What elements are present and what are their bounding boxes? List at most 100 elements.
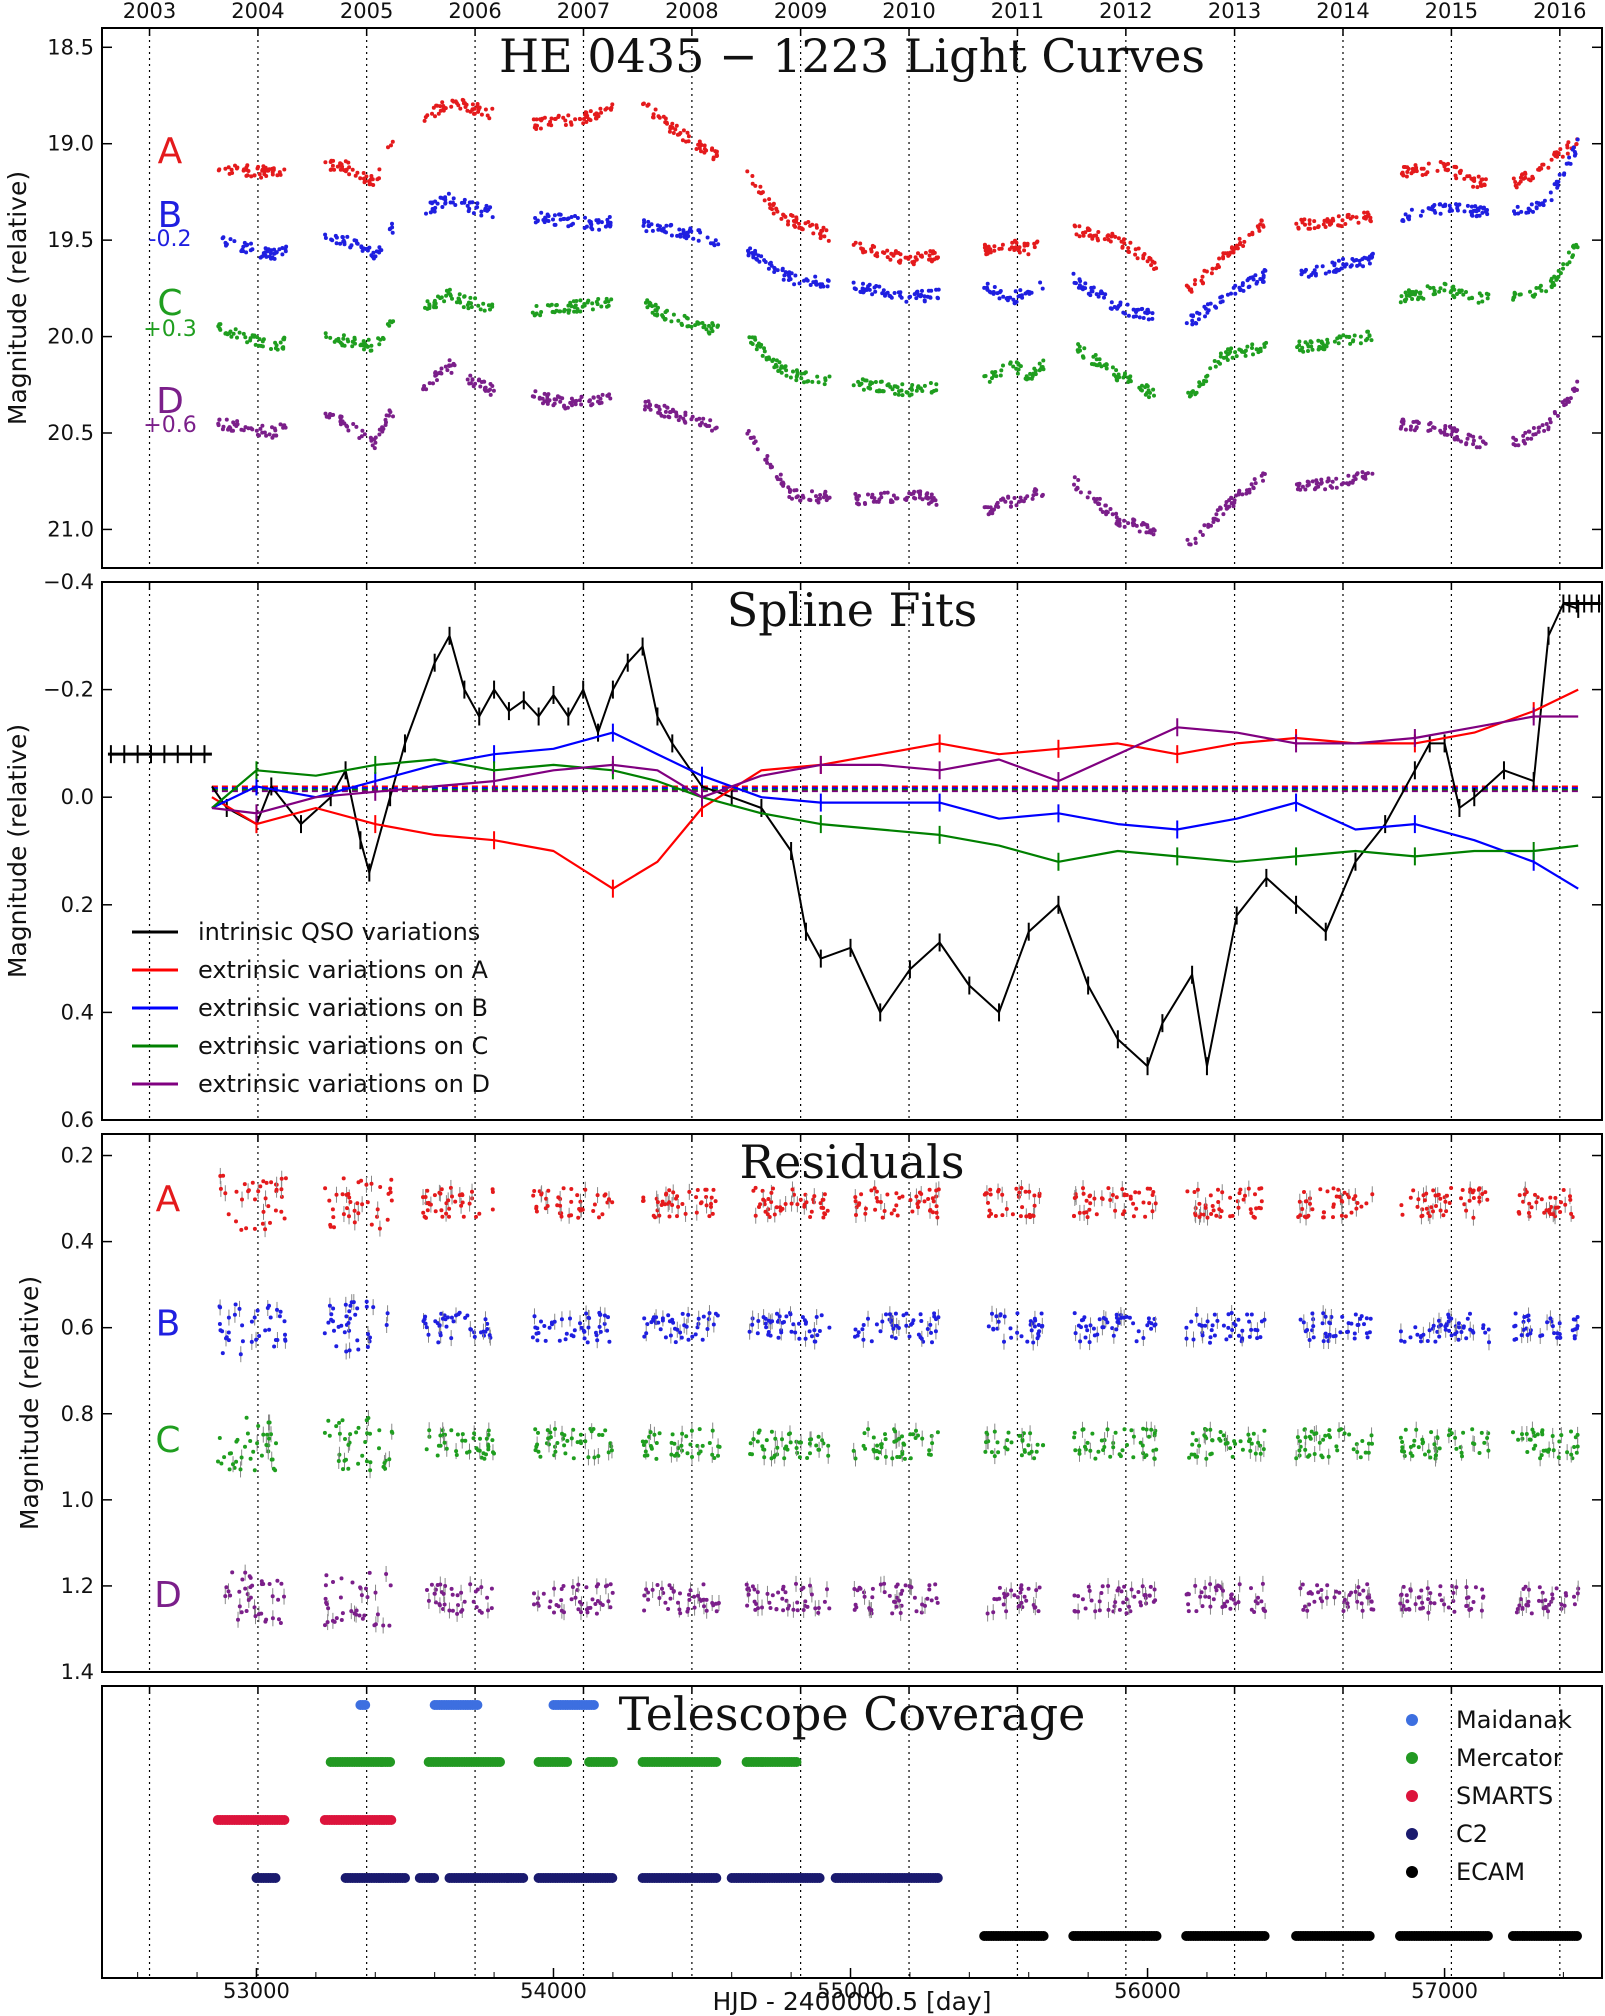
- data-point-C: [923, 384, 927, 388]
- residual-point-A: [714, 1199, 718, 1203]
- data-point-A: [928, 249, 932, 253]
- residual-point-C: [472, 1431, 476, 1435]
- residual-point-B: [473, 1335, 477, 1339]
- data-point-D: [674, 411, 678, 415]
- data-point-D: [1187, 542, 1191, 546]
- residual-point-B: [1030, 1328, 1034, 1332]
- data-point-A: [1531, 176, 1535, 180]
- data-point-A: [331, 159, 335, 163]
- data-point-A: [1565, 146, 1569, 150]
- residual-point-B: [584, 1312, 588, 1316]
- residual-point-A: [458, 1193, 462, 1197]
- residual-point-C: [562, 1443, 566, 1447]
- year-label: 2010: [882, 0, 935, 23]
- residual-point-B: [323, 1331, 327, 1335]
- residual-point-B: [1033, 1325, 1037, 1329]
- residual-point-C: [365, 1431, 369, 1435]
- residual-point-A: [341, 1192, 345, 1196]
- residual-point-A: [1108, 1198, 1112, 1202]
- data-point-B: [1018, 294, 1022, 298]
- data-point-D: [1526, 437, 1530, 441]
- data-point-B: [883, 294, 887, 298]
- residual-point-A: [1228, 1196, 1232, 1200]
- residual-point-B: [1449, 1317, 1453, 1321]
- data-point-C: [586, 299, 590, 303]
- data-point-C: [470, 305, 474, 309]
- residual-point-A: [1449, 1186, 1453, 1190]
- data-point-A: [822, 234, 826, 238]
- residual-point-B: [659, 1327, 663, 1331]
- data-point-D: [225, 418, 229, 422]
- data-point-C: [324, 331, 328, 335]
- data-point-D: [1202, 523, 1206, 527]
- data-point-B: [1333, 269, 1337, 273]
- residual-point-B: [1240, 1336, 1244, 1340]
- residual-point-B: [599, 1330, 603, 1334]
- data-point-D: [1467, 433, 1471, 437]
- residual-point-C: [261, 1433, 265, 1437]
- data-point-B: [656, 228, 660, 232]
- data-point-C: [341, 337, 345, 341]
- data-point-B: [225, 242, 229, 246]
- residual-point-C: [264, 1443, 268, 1447]
- data-point-B: [689, 229, 693, 233]
- residual-point-B: [1003, 1315, 1007, 1319]
- data-point-C: [900, 389, 904, 393]
- residual-point-A: [987, 1214, 991, 1218]
- residual-point-A: [1409, 1196, 1413, 1200]
- residual-point-C: [461, 1432, 465, 1436]
- data-point-C: [782, 366, 786, 370]
- residual-point-A: [240, 1198, 244, 1202]
- data-point-B: [534, 220, 538, 224]
- data-point-A: [1236, 246, 1240, 250]
- residual-point-A: [355, 1201, 359, 1205]
- data-point-A: [553, 117, 557, 121]
- residual-point-A: [1340, 1199, 1344, 1203]
- data-point-D: [792, 488, 796, 492]
- residual-point-B: [671, 1321, 675, 1325]
- residual-point-B: [680, 1336, 684, 1340]
- data-point-C: [328, 336, 332, 340]
- residual-point-C: [341, 1467, 345, 1471]
- data-point-C: [655, 308, 659, 312]
- residual-point-A: [366, 1200, 370, 1204]
- data-point-A: [1113, 235, 1117, 239]
- data-point-C: [1400, 294, 1404, 298]
- data-point-C: [810, 380, 814, 384]
- data-point-D: [279, 422, 283, 426]
- data-point-C: [1229, 346, 1233, 350]
- data-point-B: [1233, 284, 1237, 288]
- data-point-C: [369, 349, 373, 353]
- data-point-B: [1123, 312, 1127, 316]
- residual-point-B: [1426, 1339, 1430, 1343]
- residual-point-B: [1250, 1313, 1254, 1317]
- data-point-B: [1370, 255, 1374, 259]
- data-point-D: [490, 384, 494, 388]
- data-point-C: [823, 376, 827, 380]
- data-point-B: [868, 283, 872, 287]
- data-point-B: [345, 235, 349, 239]
- data-point-A: [1202, 269, 1206, 273]
- data-point-B: [1475, 214, 1479, 218]
- data-point-D: [1017, 500, 1021, 504]
- residual-point-B: [1443, 1324, 1447, 1328]
- residual-point-A: [1115, 1195, 1119, 1199]
- data-point-B: [1307, 275, 1311, 279]
- data-point-D: [387, 414, 391, 418]
- residual-point-A: [429, 1203, 433, 1207]
- y-tick-label: 0.6: [61, 1108, 94, 1132]
- residual-point-A: [227, 1212, 231, 1216]
- data-point-A: [1313, 226, 1317, 230]
- residual-point-B: [1432, 1324, 1436, 1328]
- data-point-C: [1231, 356, 1235, 360]
- residual-point-A: [1005, 1207, 1009, 1211]
- residual-point-C: [492, 1452, 496, 1456]
- data-point-A: [1517, 182, 1521, 186]
- residual-point-B: [778, 1314, 782, 1318]
- data-point-A: [763, 198, 767, 202]
- data-point-D: [1219, 507, 1223, 511]
- data-point-D: [1093, 500, 1097, 504]
- data-point-A: [557, 114, 561, 118]
- data-point-C: [676, 319, 680, 323]
- residual-point-C: [597, 1433, 601, 1437]
